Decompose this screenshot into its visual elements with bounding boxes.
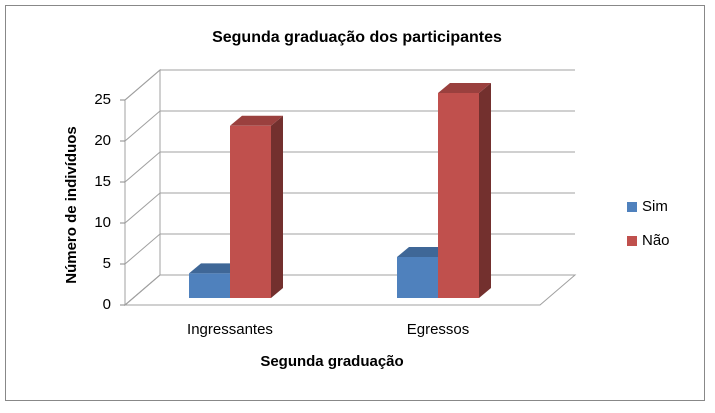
bar-front bbox=[230, 125, 271, 298]
bar-side bbox=[271, 115, 283, 298]
grid-line bbox=[124, 192, 575, 224]
bar-side bbox=[479, 83, 491, 298]
y-tick-label: 5 bbox=[103, 255, 111, 272]
bar bbox=[230, 115, 283, 298]
x-axis-title: Segunda graduação bbox=[260, 353, 403, 370]
legend-label: Não bbox=[642, 232, 670, 249]
bar-front bbox=[397, 257, 438, 298]
bar-front bbox=[438, 93, 479, 298]
y-tick-label: 0 bbox=[103, 296, 111, 313]
y-tick-label: 25 bbox=[94, 91, 111, 108]
y-tick-label: 20 bbox=[94, 132, 111, 149]
grid-line bbox=[124, 233, 575, 265]
bar-top bbox=[438, 83, 491, 93]
grid-line bbox=[124, 151, 575, 183]
bar-front bbox=[189, 273, 230, 298]
y-axis-title: Número de indivíduos bbox=[63, 126, 80, 284]
y-tick-label: 15 bbox=[94, 173, 111, 190]
grid-line bbox=[124, 110, 575, 142]
x-tick-label: Egressos bbox=[407, 321, 470, 338]
chart-title: Segunda graduação dos participantes bbox=[212, 29, 502, 46]
bar bbox=[438, 83, 491, 298]
x-tick-label: Ingressantes bbox=[187, 321, 273, 338]
bar-top bbox=[189, 263, 242, 274]
bar-top bbox=[397, 247, 450, 257]
bar-top bbox=[230, 115, 283, 126]
legend-swatch bbox=[627, 236, 637, 246]
legend-swatch bbox=[627, 202, 637, 212]
legend-label: Sim bbox=[642, 198, 668, 215]
y-tick-label: 10 bbox=[94, 214, 111, 231]
chart-border bbox=[5, 5, 705, 401]
grid-line bbox=[124, 69, 575, 101]
